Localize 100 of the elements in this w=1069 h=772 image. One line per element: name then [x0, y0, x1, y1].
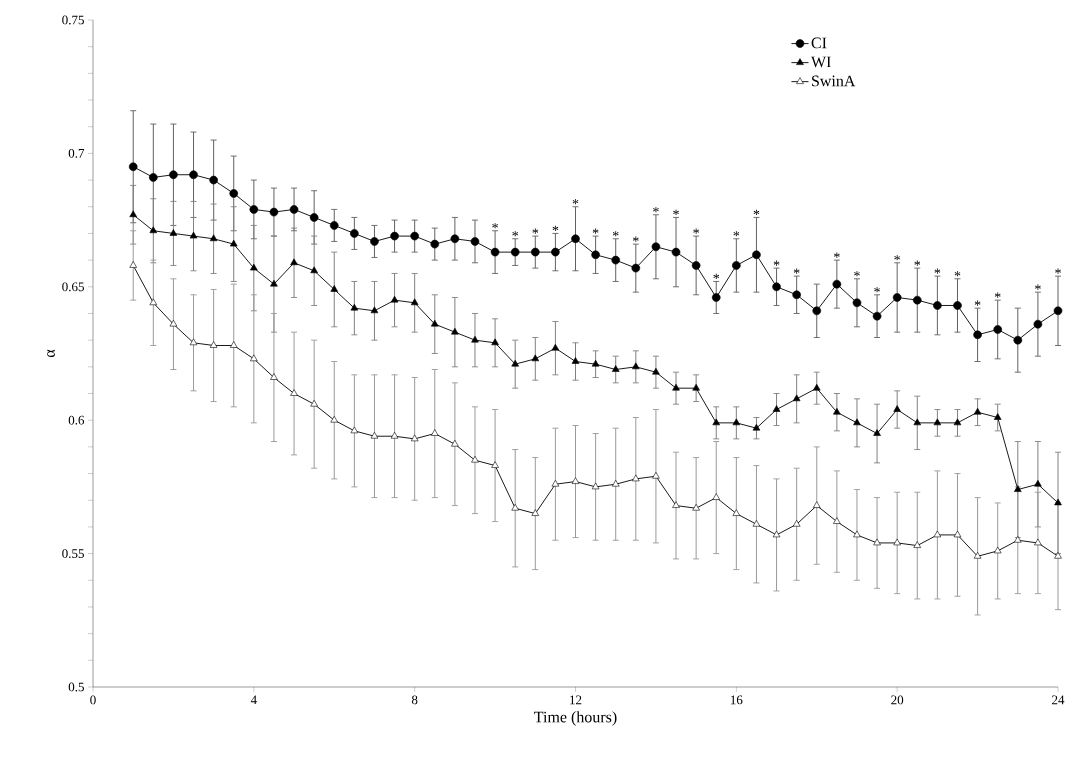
point: [732, 418, 741, 426]
point: [691, 261, 701, 270]
annotation: *: [612, 231, 619, 237]
point: [591, 482, 600, 490]
point: [128, 162, 138, 172]
annotation: *: [753, 209, 760, 215]
point: [310, 266, 318, 274]
annotation: *: [994, 292, 1001, 298]
annotation: *: [934, 268, 941, 274]
point: [873, 429, 881, 436]
point: [551, 343, 560, 351]
point: [531, 509, 540, 516]
x-tick-label: 24: [1052, 695, 1065, 705]
point: [893, 538, 901, 546]
point: [672, 383, 680, 391]
point: [852, 298, 862, 308]
y-tick-label: 0.55: [62, 549, 84, 559]
point: [672, 501, 680, 508]
point: [451, 439, 459, 447]
y-tick-label: 0.65: [62, 282, 84, 292]
point: [491, 338, 499, 346]
point: [913, 418, 922, 426]
point: [712, 418, 720, 426]
x-tick-label: 20: [891, 695, 904, 705]
point: [812, 501, 821, 508]
point: [289, 205, 299, 214]
point: [993, 325, 1002, 334]
point: [1034, 479, 1042, 487]
point: [1033, 319, 1043, 329]
point: [832, 279, 842, 289]
point: [752, 423, 761, 431]
point: [551, 479, 560, 487]
point: [571, 357, 580, 364]
point: [169, 229, 178, 236]
point: [149, 298, 158, 306]
point: [350, 426, 359, 434]
annotation: *: [974, 300, 981, 306]
y-tick-label: 0.7: [68, 148, 85, 158]
point: [973, 551, 982, 559]
point: [1034, 538, 1042, 546]
point: [1054, 498, 1062, 506]
point: [531, 247, 540, 257]
point: [973, 330, 982, 340]
point: [270, 373, 278, 380]
annotation: *: [914, 260, 921, 266]
point: [953, 418, 962, 426]
point: [510, 247, 520, 257]
point: [812, 306, 822, 316]
x-tick-label: 4: [250, 695, 257, 705]
annotation: *: [512, 231, 519, 237]
point: [149, 226, 158, 234]
annotation: *: [834, 252, 840, 258]
point: [933, 530, 942, 538]
point: [129, 210, 137, 218]
point: [209, 234, 218, 242]
point: [853, 418, 861, 426]
annotation: *: [773, 260, 780, 266]
point: [229, 341, 238, 348]
annotation: *: [1055, 268, 1061, 274]
point: [1013, 335, 1023, 345]
point: [651, 242, 661, 252]
point: [872, 311, 882, 321]
point: [431, 319, 439, 327]
point: [712, 493, 720, 500]
point: [390, 431, 399, 439]
point: [209, 175, 218, 185]
point: [611, 479, 620, 487]
legend-label: CI: [811, 37, 827, 49]
point: [410, 231, 419, 241]
point: [591, 359, 600, 367]
point: [812, 383, 821, 391]
point: [571, 234, 580, 244]
y-tick-label: 0.75: [62, 15, 84, 25]
point: [491, 461, 499, 468]
point: [290, 389, 298, 396]
point: [229, 189, 239, 198]
y-axis-title: α: [47, 349, 55, 358]
point: [772, 405, 781, 412]
legend-label: SwinA: [812, 75, 856, 87]
point: [370, 306, 379, 314]
point: [772, 282, 781, 292]
point: [973, 407, 982, 415]
point: [692, 503, 700, 511]
point: [430, 239, 440, 249]
point: [833, 407, 841, 415]
point: [329, 221, 339, 230]
annotation: *: [894, 255, 901, 261]
annotation: *: [874, 287, 880, 293]
point: [732, 509, 741, 516]
point: [370, 431, 379, 439]
point: [330, 285, 339, 292]
annotation: *: [552, 225, 559, 231]
point: [611, 255, 621, 265]
point: [631, 263, 641, 273]
annotation: *: [592, 228, 599, 234]
point: [873, 538, 881, 546]
point: [249, 205, 259, 214]
point: [632, 474, 640, 482]
point: [792, 290, 801, 300]
x-tick-label: 8: [411, 695, 418, 705]
